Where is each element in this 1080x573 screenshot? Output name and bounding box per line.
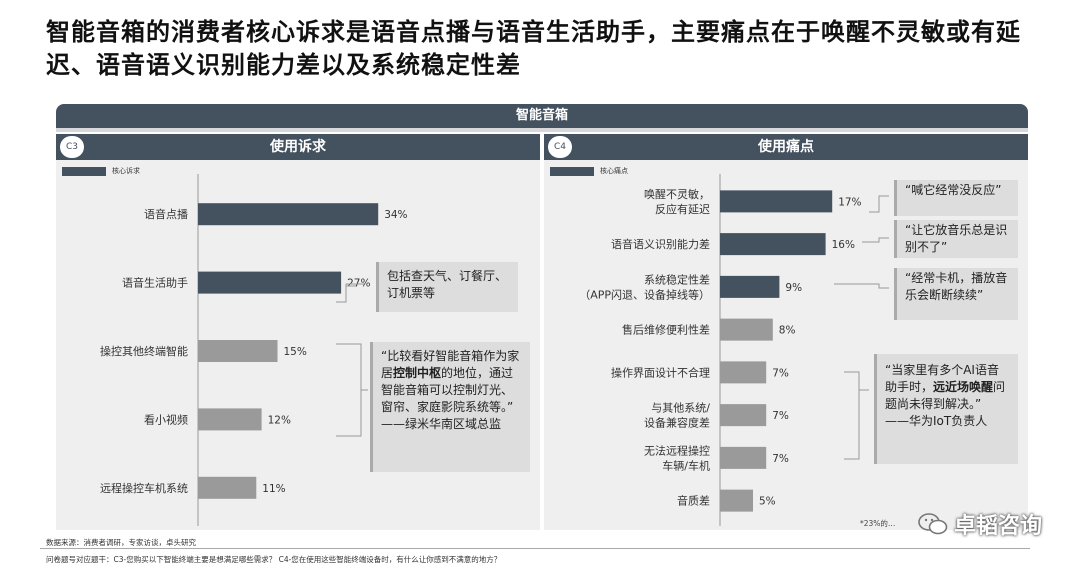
bar-3 [720, 318, 773, 341]
callout-text: 包括查天气、订餐厅、订机票等 [387, 269, 508, 300]
value-label-7: 5% [759, 496, 776, 508]
bar-2 [720, 275, 780, 298]
category-label-5: 与其他系统/ [651, 402, 710, 415]
callout-connector-3 [844, 371, 869, 391]
value-label-0: 17% [838, 196, 861, 208]
needs-bar-chart: 语音点播 34%语音生活助手 27%操控其他终端智能 15%看小视频 12%远程操控车机… [100, 174, 408, 526]
value-label-5: 7% [772, 410, 789, 422]
data-source: 数据来源：消费者调研，专家访谈，卓头研究 [46, 538, 196, 547]
callout-life-assistant: 包括查天气、订餐厅、订机票等 [376, 262, 518, 312]
page-title: 智能音箱的消费者核心诉求是语音点播与语音生活助手，主要痛点在于唤醒不灵敏或有延迟… [46, 18, 1021, 79]
callout-wake-up: “喊它经常没反应” [894, 180, 1018, 216]
category-label-0: 语音点播 [144, 207, 188, 221]
banner-divider [56, 128, 1028, 132]
bar-5 [720, 404, 767, 427]
footer-divider [40, 548, 1030, 549]
category-label-0: 唤醒不灵敏， [644, 187, 710, 201]
callout-control-hub: “比较看好智能音箱作为家居控制中枢的地位，通过智能音箱可以控制灯光、窗帘、家庭影… [370, 342, 530, 472]
category-label-6: 无法远程操控 [644, 443, 710, 457]
right-panel-badge: C4 [548, 136, 572, 158]
wechat-icon [918, 513, 948, 535]
callout-text-post: 问题尚未得到解决。” [885, 380, 1006, 411]
callout-connector-2 [834, 283, 889, 289]
callout-text-post: 的地位，通过智能音箱可以控制灯光、窗帘、家庭影院系统等。” [381, 366, 514, 414]
bar-0 [720, 190, 833, 213]
right-panel-header: C4 使用痛点 [544, 134, 1028, 160]
category-label-5: 设备兼容度差 [644, 416, 710, 430]
callout-connector-4 [844, 390, 860, 460]
callout-connector-0 [869, 195, 889, 213]
question-mapping: 问卷题号对应题干：C3-您购买以下智能终端主要是想满足哪些需求？ C4-您在使用… [46, 555, 502, 564]
value-label-0: 34% [384, 209, 407, 221]
wechat-watermark: 卓韬咨询 [918, 508, 1042, 540]
bar-7 [720, 489, 753, 512]
right-panel-heading: 使用痛点 [758, 139, 814, 155]
bar-6 [720, 446, 767, 469]
category-label-7: 音质差 [677, 494, 710, 508]
left-legend: 核心诉求 [62, 166, 140, 176]
legend-label: 核心诉求 [112, 167, 140, 175]
callout-text: “喊它经常没反应” [905, 183, 1002, 197]
callout-text-bold: 远近场唤醒 [933, 380, 994, 394]
value-label-3: 8% [779, 325, 796, 337]
value-label-2: 15% [284, 346, 307, 358]
bar-1 [198, 271, 342, 294]
legend-swatch [62, 166, 106, 176]
callout-text-bold: 控制中枢 [393, 366, 442, 380]
callout-recognition: “让它放音乐总是识别不了” [894, 220, 1018, 258]
bar-2 [198, 340, 278, 362]
value-label-2: 9% [785, 282, 802, 294]
value-label-6: 7% [772, 453, 789, 465]
callout-author: ——绿米华南区域总监 [381, 417, 502, 431]
main-banner: 智能音箱 [56, 104, 1028, 128]
category-label-3: 看小视频 [144, 412, 188, 426]
callout-stability: “经常卡机，播放音乐会断断续续” [894, 268, 1018, 320]
category-label-4: 远程操控车机系统 [100, 481, 188, 495]
value-label-4: 7% [772, 367, 789, 379]
category-label-2: （APP闪退、设备掉线等） [579, 287, 710, 301]
category-label-1: 语音生活助手 [122, 276, 188, 290]
left-panel: C3 使用诉求 核心诉求 语音点播 34% 语音生活助手 27% 操控其他终端智能 15%… [56, 134, 540, 530]
category-label-0: 反应有延迟 [655, 202, 710, 216]
callout-author: ——华为IoT负责人 [885, 414, 988, 428]
bar-4 [198, 476, 257, 499]
callout-connector-1 [862, 237, 889, 243]
bar-3 [198, 408, 262, 431]
right-legend: 核心痛点 [550, 166, 628, 176]
callout-text-pre: “比较看好智能音箱作为家居 [381, 349, 520, 380]
legend-label: 核心痛点 [600, 167, 628, 175]
category-label-2: 系统稳定性差 [644, 272, 710, 286]
footnote-marker: *23%的… [860, 519, 896, 528]
watermark-text: 卓韬咨询 [953, 514, 1042, 539]
left-panel-badge: C3 [60, 136, 84, 158]
value-label-3: 12% [268, 414, 291, 426]
callout-connector-0 [336, 283, 364, 303]
callout-text: “让它放音乐总是识别不了” [905, 223, 1008, 254]
category-label-4: 操作界面设计不合理 [611, 365, 710, 379]
right-panel: C4 使用痛点 核心痛点 唤醒不灵敏， 反应有延迟 17% 语音语义识别能力差 16% 系… [544, 134, 1028, 530]
callout-far-field: “当家里有多个AI语音助手时，远近场唤醒问题尚未得到解决。” ——华为IoT负责… [874, 354, 1018, 464]
left-panel-header: C3 使用诉求 [56, 134, 540, 160]
category-label-2: 操控其他终端智能 [100, 344, 188, 358]
category-label-1: 语音语义识别能力差 [611, 237, 710, 251]
pain-points-bar-chart: 唤醒不灵敏，反应有延迟 17% 语音语义识别能力差 16% 系统稳定性差（APP闪退、设… [579, 174, 889, 526]
category-label-6: 车辆/车机 [662, 458, 710, 472]
bar-1 [720, 233, 826, 256]
callout-text-pre: “当家里有多个AI语音助手时， [885, 363, 999, 394]
callout-text: “经常卡机，播放音乐会断断续续” [905, 271, 1008, 302]
bar-0 [198, 203, 379, 226]
bar-4 [720, 361, 767, 384]
legend-swatch [550, 166, 594, 176]
left-panel-heading: 使用诉求 [270, 139, 326, 155]
callout-connector-2 [336, 343, 362, 437]
value-label-1: 16% [832, 239, 855, 251]
value-label-4: 11% [262, 483, 285, 495]
category-label-3: 售后维修便利性差 [622, 323, 710, 337]
